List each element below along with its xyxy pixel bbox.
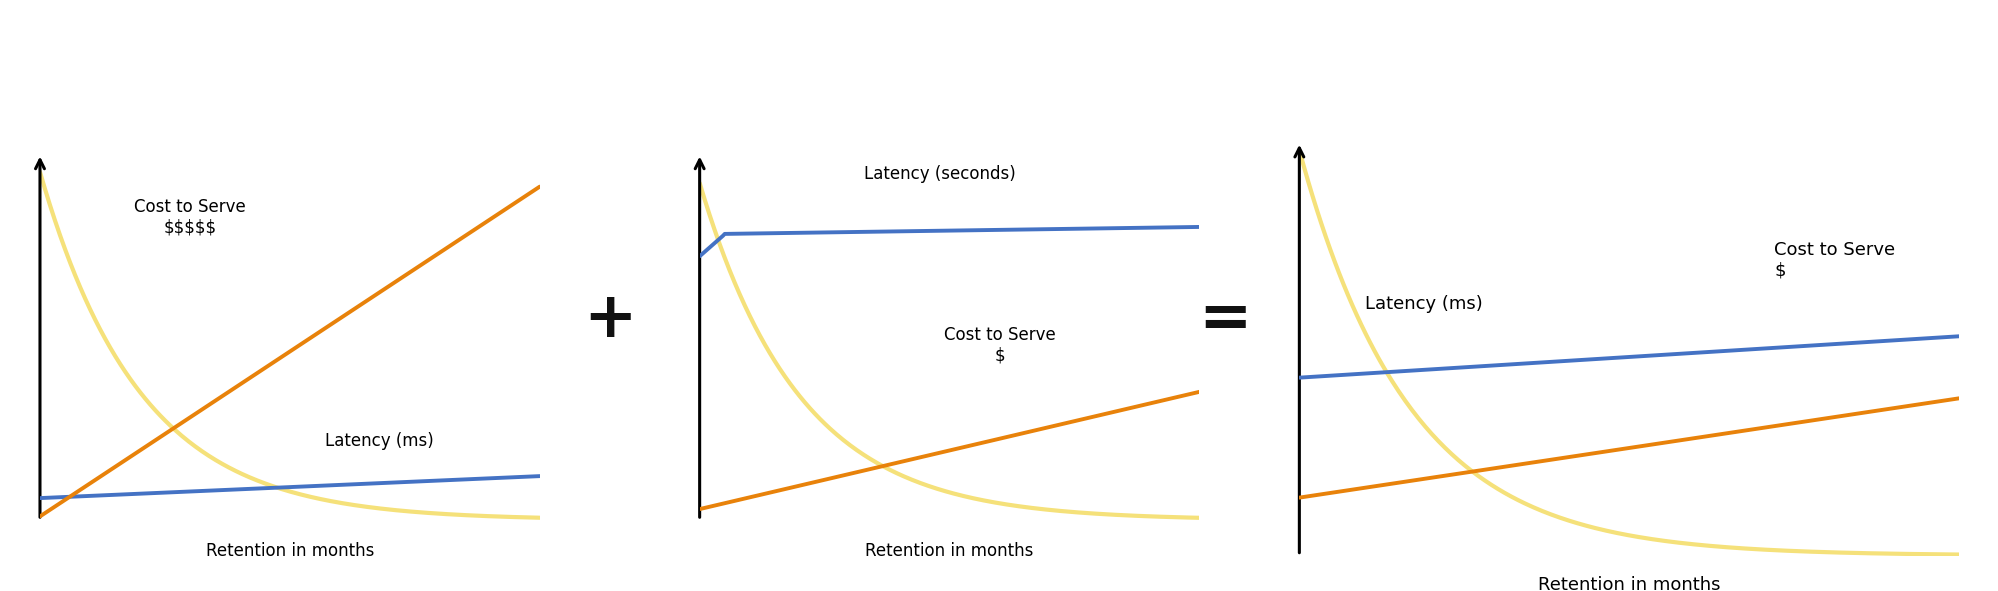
Text: Retention in months: Retention in months (1536, 576, 1720, 591)
Text: +: + (583, 288, 635, 350)
Text: Cost to Serve
$$$$$: Cost to Serve $$$$$ (134, 197, 246, 236)
Text: =: = (1199, 288, 1251, 350)
Text: Retention in months: Retention in months (206, 542, 374, 560)
Text: Latency (ms): Latency (ms) (1365, 295, 1483, 313)
Text: Retention in months: Retention in months (865, 542, 1033, 560)
Text: Latency (ms): Latency (ms) (326, 432, 434, 450)
Text: Cost to Serve
$: Cost to Serve $ (943, 326, 1055, 365)
Text: Cost to Serve
$: Cost to Serve $ (1774, 241, 1894, 280)
Text: Latency (seconds): Latency (seconds) (863, 165, 1015, 183)
